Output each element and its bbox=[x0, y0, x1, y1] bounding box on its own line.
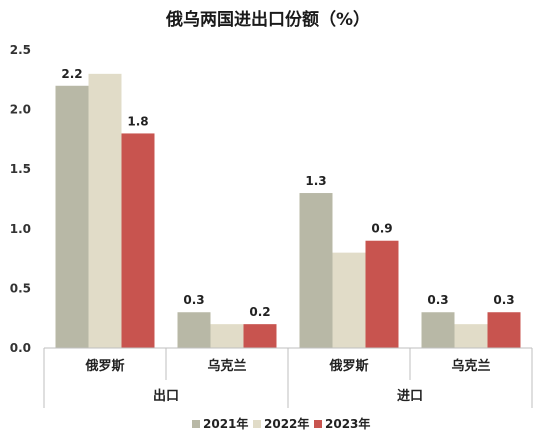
bar bbox=[487, 312, 521, 348]
bar bbox=[365, 240, 399, 348]
legend-swatch bbox=[314, 420, 322, 428]
y-tick-label: 1.5 bbox=[10, 162, 31, 176]
data-label: 0.3 bbox=[493, 293, 514, 307]
bar bbox=[55, 85, 89, 348]
data-label: 0.9 bbox=[371, 222, 392, 236]
bar bbox=[88, 73, 122, 348]
x-category-label: 俄罗斯 bbox=[84, 358, 124, 374]
bars bbox=[55, 73, 521, 348]
x-category-label: 乌克兰 bbox=[207, 358, 246, 374]
legend-label: 2021年 bbox=[203, 416, 248, 431]
bar bbox=[421, 312, 455, 348]
y-tick-label: 0.5 bbox=[10, 281, 31, 295]
bar bbox=[121, 133, 155, 348]
data-label: 0.3 bbox=[427, 293, 448, 307]
data-label: 1.3 bbox=[305, 174, 326, 188]
bar bbox=[299, 193, 333, 348]
data-label: 0.3 bbox=[183, 293, 204, 307]
x-group-label: 进口 bbox=[397, 389, 423, 404]
data-label: 1.8 bbox=[127, 114, 148, 128]
legend-swatch bbox=[192, 420, 200, 428]
bar bbox=[177, 312, 211, 348]
legend-swatch bbox=[253, 420, 261, 428]
bar bbox=[332, 252, 366, 348]
y-tick-label: 2.0 bbox=[10, 103, 31, 117]
chart-title: 俄乌两国进出口份额（%） bbox=[165, 9, 370, 30]
y-tick-label: 1.0 bbox=[10, 222, 31, 236]
bar bbox=[454, 324, 488, 348]
bar bbox=[243, 324, 277, 348]
y-axis: 0.0 0.5 1.0 1.5 2.0 2.5 bbox=[10, 43, 31, 355]
legend-label: 2022年 bbox=[264, 416, 309, 431]
data-label: 2.2 bbox=[61, 67, 82, 81]
bar bbox=[210, 324, 244, 348]
data-label: 0.2 bbox=[249, 305, 270, 319]
y-tick-label: 0.0 bbox=[10, 341, 31, 355]
y-tick-label: 2.5 bbox=[10, 43, 31, 57]
x-category-label: 乌克兰 bbox=[451, 358, 490, 374]
data-labels: 2.2 1.8 0.3 0.2 1.3 0.9 0.3 0.3 bbox=[61, 67, 514, 319]
x-category-label: 俄罗斯 bbox=[328, 358, 368, 374]
x-group-label: 出口 bbox=[153, 388, 179, 404]
legend: 2021年 2022年 2023年 bbox=[192, 416, 370, 431]
legend-label: 2023年 bbox=[325, 416, 370, 431]
